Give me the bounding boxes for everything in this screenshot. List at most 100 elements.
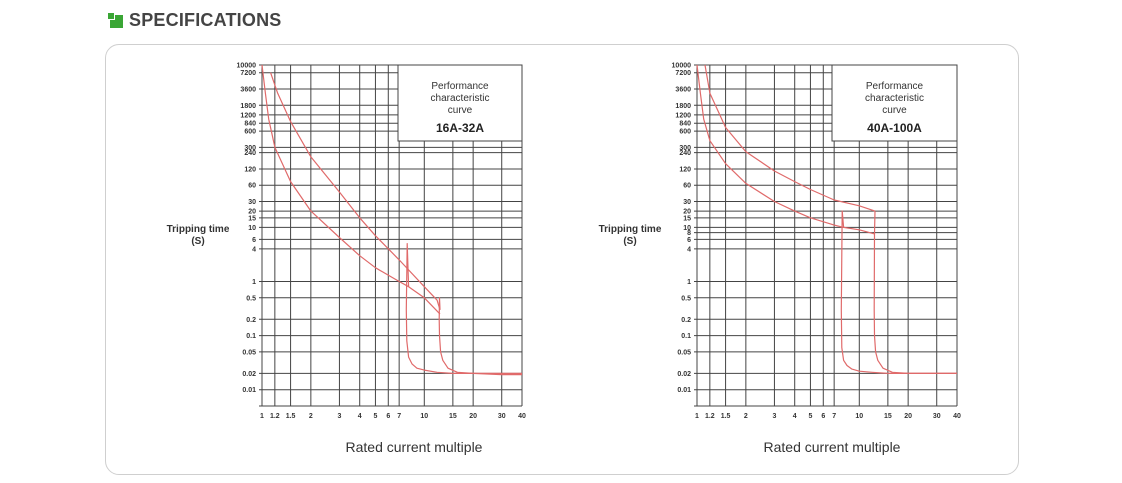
- x-tick-label: 10: [420, 413, 428, 420]
- y-tick-label: 0.1: [681, 333, 691, 340]
- y-tick-label: 15: [248, 215, 256, 222]
- y-tick-label: 1200: [240, 112, 256, 119]
- y-tick-label: 600: [244, 129, 256, 136]
- legend-text: Performance: [431, 81, 489, 92]
- x-tick-label: 6: [821, 413, 825, 420]
- trip-curve-series-4: [840, 210, 957, 374]
- y-tick-label: 30: [683, 199, 691, 206]
- y-tick-label: 10: [248, 225, 256, 232]
- y-axis-label: Tripping time: [167, 224, 230, 235]
- legend-box: [397, 64, 523, 142]
- y-axis-label: (S): [191, 236, 204, 247]
- y-tick-label: 0.02: [242, 371, 256, 378]
- legend-text: curve: [882, 105, 907, 116]
- x-tick-label: 10: [855, 413, 863, 420]
- y-axis-label: (S): [623, 236, 636, 247]
- y-tick-label: 300: [244, 145, 256, 152]
- x-tick-label: 5: [808, 413, 812, 420]
- legend-text: curve: [448, 105, 473, 116]
- trip-curve-series-1: [270, 72, 441, 310]
- y-tick-label: 6: [252, 237, 256, 244]
- x-tick-label: 1.2: [270, 413, 280, 420]
- specifications-panel: [105, 44, 1019, 475]
- x-tick-label: 7: [832, 413, 836, 420]
- y-tick-label: 840: [244, 121, 256, 128]
- y-tick-label: 1: [687, 279, 691, 286]
- x-tick-label: 15: [884, 413, 892, 420]
- y-tick-label: 0.02: [677, 371, 691, 378]
- section-title: SPECIFICATIONS: [129, 9, 282, 30]
- y-tick-label: 120: [679, 166, 691, 173]
- y-tick-label: 1800: [240, 103, 256, 110]
- x-axis-label: Rated current multiple: [764, 439, 901, 455]
- x-tick-label: 1.5: [286, 413, 296, 420]
- y-tick-label: 60: [248, 183, 256, 190]
- x-tick-label: 1: [260, 413, 264, 420]
- y-tick-label: 1: [252, 279, 256, 286]
- green-square-icon: [107, 12, 123, 28]
- x-tick-label: 7: [397, 413, 401, 420]
- trip-curve-series-4: [405, 243, 522, 376]
- x-tick-label: 3: [772, 413, 776, 420]
- trip-curve-chart-1: 1 1.2 1.5 2 3 4 5 6 7 10 15 20 30 4010000720036001800…: [167, 63, 526, 456]
- y-tick-label: 0.5: [681, 295, 691, 302]
- y-tick-label: 840: [679, 121, 691, 128]
- x-tick-label: 6: [386, 413, 390, 420]
- y-tick-label: 600: [679, 129, 691, 136]
- x-tick-label: 30: [933, 413, 941, 420]
- trip-curve-series-3: [873, 211, 957, 374]
- y-tick-label: 4: [687, 246, 691, 253]
- y-tick-label: 120: [244, 166, 256, 173]
- y-tick-label: 0.01: [242, 387, 256, 394]
- legend-text: characteristic: [431, 93, 490, 104]
- y-tick-label: 10000: [672, 63, 692, 70]
- y-tick-label: 10000: [237, 63, 257, 70]
- y-tick-label: 0.01: [677, 387, 691, 394]
- legend-box: [831, 64, 958, 142]
- y-tick-label: 10: [683, 225, 691, 232]
- y-tick-label: 3600: [675, 87, 691, 94]
- y-tick-label: 4: [252, 246, 256, 253]
- y-tick-label: 6: [687, 237, 691, 244]
- y-tick-label: 1800: [675, 103, 691, 110]
- x-tick-label: 40: [953, 413, 961, 420]
- rating-label: 16A-32A: [436, 121, 484, 135]
- y-tick-label: 7200: [240, 70, 256, 77]
- x-tick-label: 1.5: [721, 413, 731, 420]
- legend-text: Performance: [866, 81, 924, 92]
- x-tick-label: 4: [358, 413, 362, 420]
- rating-label: 40A-100A: [867, 121, 922, 135]
- legend-text: characteristic: [865, 93, 924, 104]
- x-tick-label: 3: [337, 413, 341, 420]
- x-axis-label: Rated current multiple: [346, 439, 483, 455]
- y-tick-label: 0.1: [246, 333, 256, 340]
- y-tick-label: 0.05: [677, 349, 691, 356]
- y-tick-label: 1200: [675, 112, 691, 119]
- y-tick-label: 0.2: [681, 317, 691, 324]
- y-tick-label: 60: [683, 183, 691, 190]
- y-tick-label: 20: [248, 209, 256, 216]
- y-tick-label: 30: [248, 199, 256, 206]
- x-tick-label: 20: [904, 413, 912, 420]
- x-tick-label: 1: [695, 413, 699, 420]
- x-tick-label: 1.2: [705, 413, 715, 420]
- x-tick-label: 20: [469, 413, 477, 420]
- trip-curve-chart-2: 1 1.2 1.5 2 3 4 5 6 7 10 15 20 30 4010000720036001800…: [599, 63, 961, 456]
- x-tick-label: 2: [744, 413, 748, 420]
- y-tick-label: 3600: [240, 87, 256, 94]
- y-axis-label: Tripping time: [599, 224, 662, 235]
- y-tick-label: 7200: [675, 70, 691, 77]
- trip-curve-series-1: [704, 64, 876, 212]
- y-tick-label: 0.05: [242, 349, 256, 356]
- x-tick-label: 5: [373, 413, 377, 420]
- y-tick-label: 0.5: [246, 295, 256, 302]
- y-tick-label: 8: [687, 230, 691, 237]
- x-tick-label: 30: [498, 413, 506, 420]
- y-tick-label: 300: [679, 145, 691, 152]
- section-header: SPECIFICATIONS: [107, 8, 281, 32]
- y-tick-label: 240: [244, 150, 256, 157]
- x-tick-label: 4: [793, 413, 797, 420]
- x-tick-label: 40: [518, 413, 526, 420]
- x-tick-label: 15: [449, 413, 457, 420]
